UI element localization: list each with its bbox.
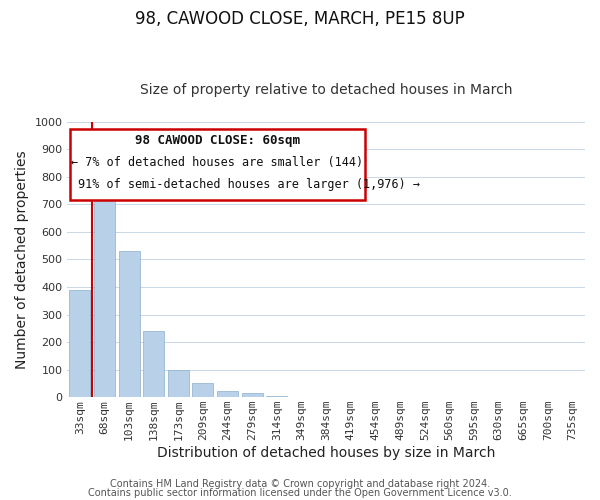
Text: 98 CAWOOD CLOSE: 60sqm: 98 CAWOOD CLOSE: 60sqm <box>135 134 300 147</box>
Title: Size of property relative to detached houses in March: Size of property relative to detached ho… <box>140 83 512 97</box>
Bar <box>143 331 164 397</box>
Bar <box>242 394 263 397</box>
X-axis label: Distribution of detached houses by size in March: Distribution of detached houses by size … <box>157 446 496 460</box>
Bar <box>94 168 115 397</box>
Text: 98, CAWOOD CLOSE, MARCH, PE15 8UP: 98, CAWOOD CLOSE, MARCH, PE15 8UP <box>135 10 465 28</box>
Bar <box>69 290 90 397</box>
Bar <box>168 370 189 397</box>
Text: Contains HM Land Registry data © Crown copyright and database right 2024.: Contains HM Land Registry data © Crown c… <box>110 479 490 489</box>
Bar <box>119 251 140 397</box>
Text: Contains public sector information licensed under the Open Government Licence v3: Contains public sector information licen… <box>88 488 512 498</box>
Bar <box>193 383 214 397</box>
FancyBboxPatch shape <box>70 128 365 200</box>
Y-axis label: Number of detached properties: Number of detached properties <box>15 150 29 369</box>
Text: 91% of semi-detached houses are larger (1,976) →: 91% of semi-detached houses are larger (… <box>78 178 420 191</box>
Text: ← 7% of detached houses are smaller (144): ← 7% of detached houses are smaller (144… <box>71 156 364 169</box>
Bar <box>266 396 287 397</box>
Bar <box>217 391 238 397</box>
